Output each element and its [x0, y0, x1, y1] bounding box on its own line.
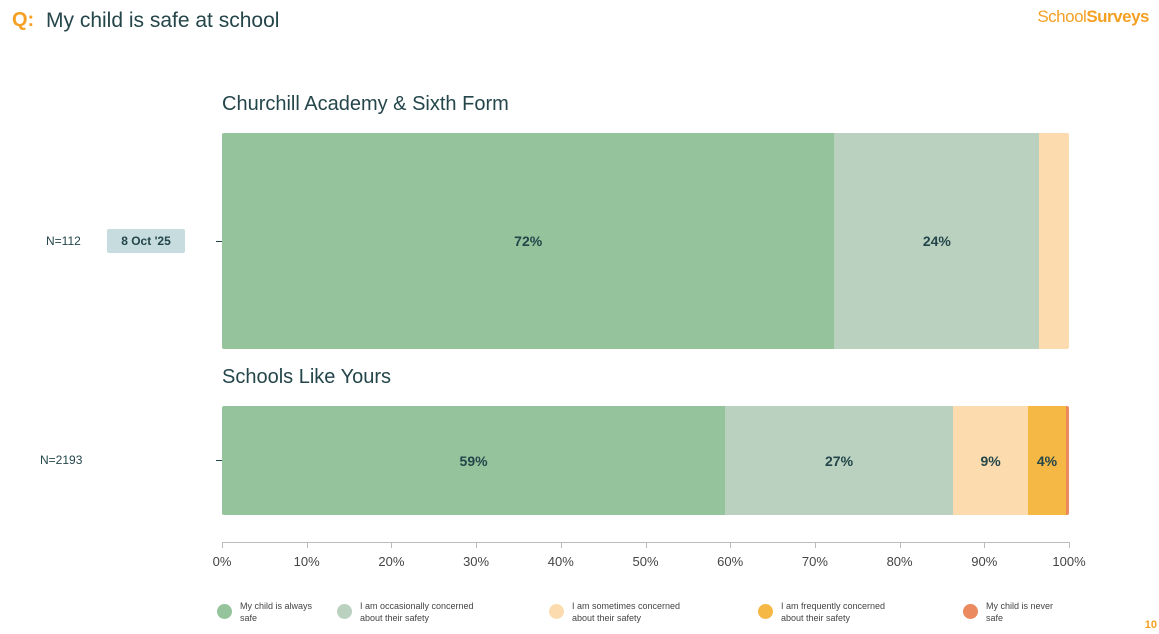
logo-part1: School — [1037, 7, 1087, 26]
x-tick — [814, 542, 816, 548]
page-title: My child is safe at school — [46, 9, 280, 32]
bar-segment: 72% — [222, 133, 835, 349]
x-tick-label: 30% — [463, 554, 490, 569]
bar-school: 72% 24% — [222, 133, 1069, 349]
logo: SchoolSurveys — [1037, 7, 1149, 27]
x-tick — [306, 542, 308, 548]
legend-label: I am sometimes concerned about their saf… — [572, 601, 681, 623]
bar-segment: 9% — [952, 406, 1029, 515]
group-title-school: Churchill Academy & Sixth Form — [222, 93, 509, 115]
x-tick-label: 10% — [293, 554, 320, 569]
x-tick — [899, 542, 901, 548]
legend-swatch — [549, 604, 564, 619]
x-tick — [1069, 542, 1070, 548]
x-tick-label: 20% — [378, 554, 405, 569]
x-tick — [730, 542, 732, 548]
legend-swatch — [758, 604, 773, 619]
page-number: 10 — [1144, 619, 1157, 631]
x-tick-label: 100% — [1052, 554, 1086, 569]
legend-item: My child is never safe — [963, 600, 1143, 624]
bar-segment — [1065, 406, 1069, 515]
x-tick-label: 40% — [547, 554, 574, 569]
bar-segment — [1039, 133, 1069, 349]
date-badge: 8 Oct '25 — [107, 229, 185, 253]
legend-swatch — [963, 604, 978, 619]
logo-part2: Surveys — [1086, 7, 1149, 26]
x-tick-label: 50% — [632, 554, 659, 569]
legend-item: I am frequently concerned about their sa… — [758, 600, 938, 624]
bar-segment: 59% — [222, 406, 726, 515]
y-tick — [216, 460, 222, 461]
group-title-similar: Schools Like Yours — [222, 366, 392, 388]
question-label: Q: — [12, 9, 35, 31]
x-tick — [476, 542, 478, 548]
n-similar: N=2193 — [40, 453, 83, 467]
legend-item: My child is always safe — [217, 600, 397, 624]
x-tick-label: 0% — [212, 554, 232, 569]
x-tick — [645, 542, 647, 548]
x-tick — [391, 542, 393, 548]
n-school: N=112 — [46, 234, 81, 248]
y-tick — [216, 241, 222, 242]
legend-item: I am sometimes concerned about their saf… — [549, 600, 729, 624]
bar-segment: 24% — [834, 133, 1040, 349]
legend-item: I am occasionally concerned about their … — [337, 600, 517, 624]
x-tick-label: 80% — [886, 554, 913, 569]
x-tick-label: 70% — [801, 554, 828, 569]
x-tick-label: 60% — [717, 554, 744, 569]
legend-label: I am frequently concerned about their sa… — [781, 601, 886, 623]
legend-label: My child is always safe — [240, 601, 313, 623]
bar-segment: 4% — [1028, 406, 1066, 515]
bar-similar: 59% 27% 9% 4% — [222, 406, 1069, 515]
legend-label: I am occasionally concerned about their … — [360, 601, 474, 623]
x-tick — [984, 542, 986, 548]
bar-segment: 27% — [725, 406, 953, 515]
legend-swatch — [337, 604, 352, 619]
legend-label: My child is never safe — [986, 601, 1054, 623]
x-tick-label: 90% — [971, 554, 998, 569]
legend-swatch — [217, 604, 232, 619]
x-tick — [560, 542, 562, 548]
x-axis: 0% 10% 20% 30% 40% 50% 60% 70% 80% 90% 100% — [213, 542, 1086, 569]
x-tick — [222, 542, 223, 548]
